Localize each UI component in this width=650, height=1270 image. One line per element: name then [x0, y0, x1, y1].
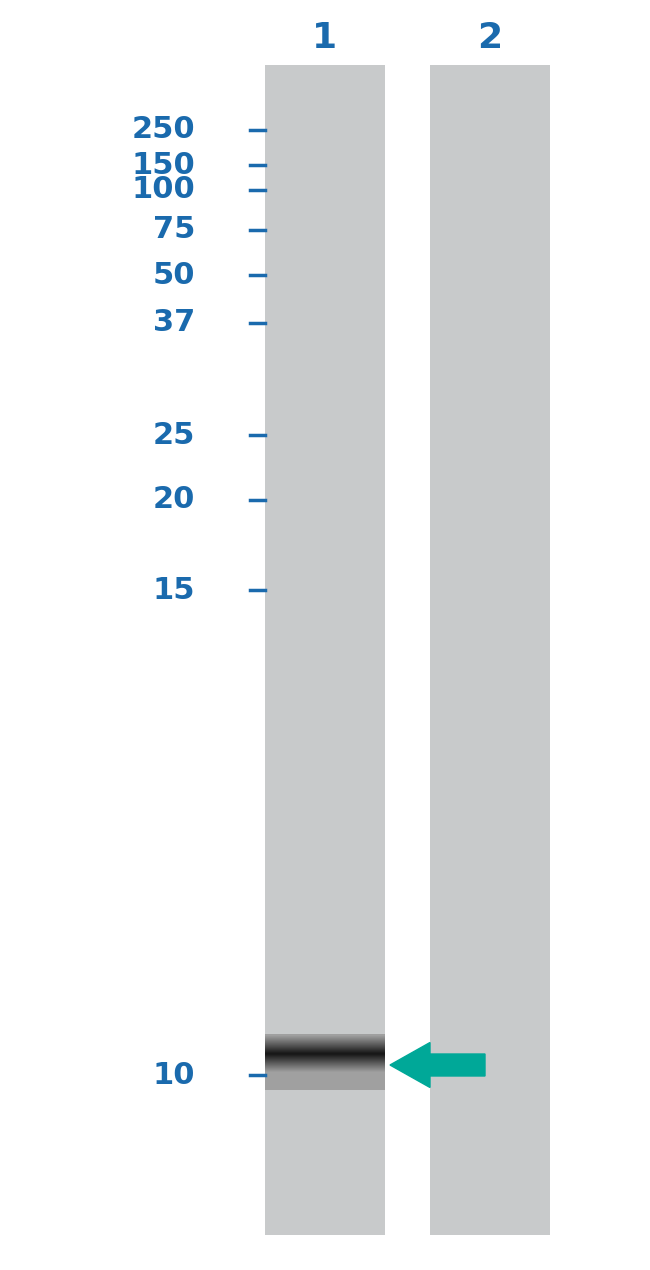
FancyArrow shape: [390, 1043, 485, 1087]
Text: 37: 37: [153, 309, 195, 338]
Text: 100: 100: [131, 175, 195, 204]
Text: 1: 1: [313, 22, 337, 55]
Bar: [430, 65, 550, 1234]
Text: 150: 150: [131, 151, 195, 179]
Text: 2: 2: [478, 22, 502, 55]
Text: 10: 10: [153, 1060, 195, 1090]
Text: 75: 75: [153, 216, 195, 245]
Text: 50: 50: [153, 260, 195, 290]
Text: 15: 15: [153, 575, 195, 605]
Text: 20: 20: [153, 485, 195, 514]
Text: 25: 25: [153, 420, 195, 450]
Bar: [265, 65, 385, 1234]
Text: 250: 250: [131, 116, 195, 145]
